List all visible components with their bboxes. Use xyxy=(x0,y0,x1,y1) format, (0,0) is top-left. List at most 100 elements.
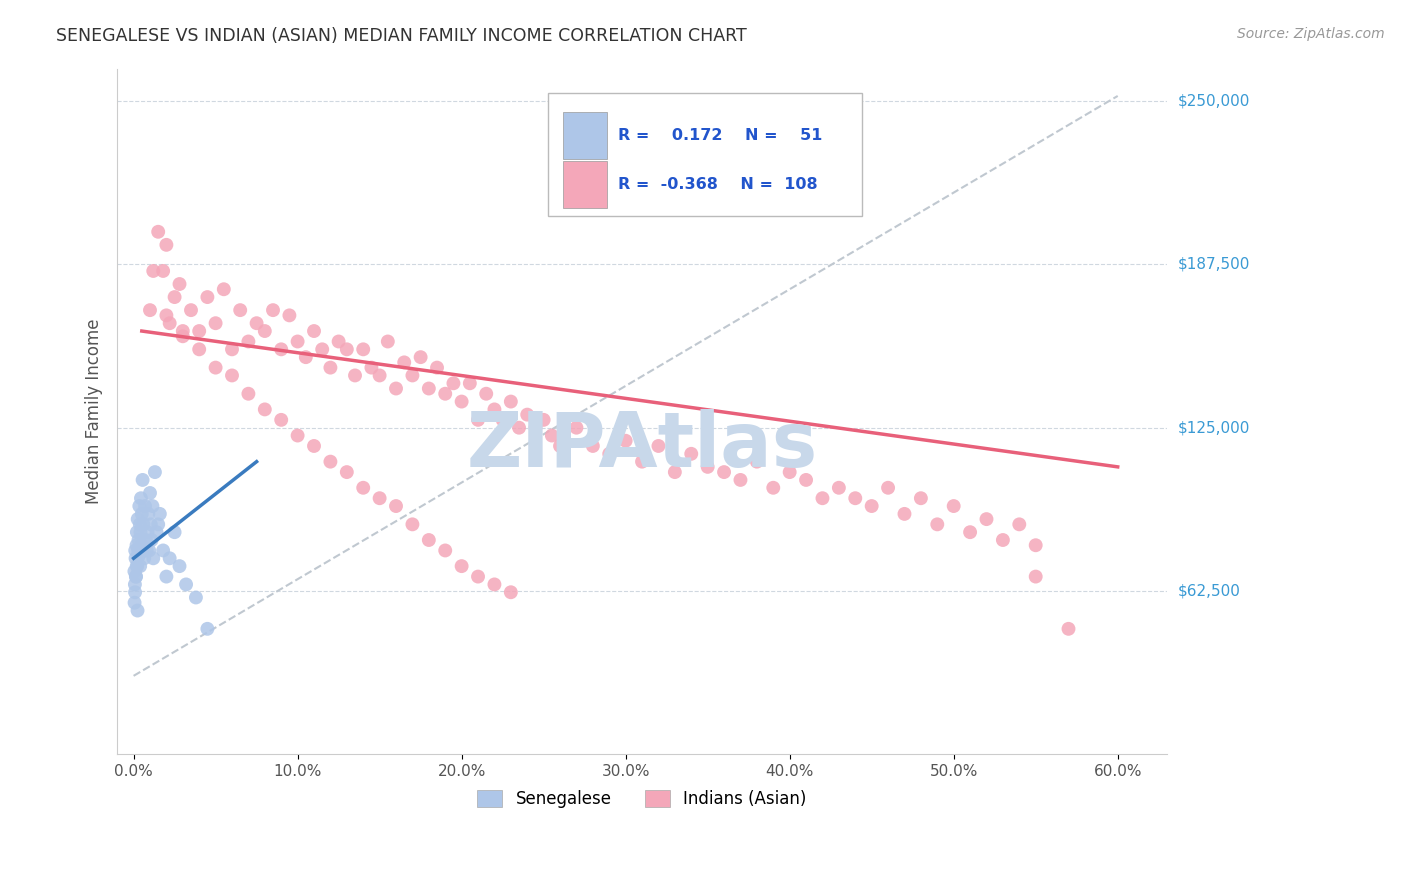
Point xyxy=(401,368,423,383)
Point xyxy=(159,316,181,330)
Point xyxy=(991,533,1014,547)
Point xyxy=(377,334,399,349)
Point xyxy=(149,507,172,521)
Text: Source: ZipAtlas.com: Source: ZipAtlas.com xyxy=(1237,27,1385,41)
Point xyxy=(124,543,146,558)
Point xyxy=(392,355,415,369)
Point xyxy=(336,465,359,479)
Point xyxy=(169,559,191,574)
Point xyxy=(401,517,423,532)
Text: R =  -0.368    N =  108: R = -0.368 N = 108 xyxy=(617,178,817,193)
Point xyxy=(484,402,506,417)
Point xyxy=(204,360,226,375)
Point xyxy=(129,525,152,540)
FancyBboxPatch shape xyxy=(564,161,607,209)
Point xyxy=(124,596,146,610)
Point xyxy=(152,264,174,278)
Point xyxy=(631,455,654,469)
Y-axis label: Median Family Income: Median Family Income xyxy=(86,318,103,504)
Text: ZIPAtlas: ZIPAtlas xyxy=(467,409,818,483)
Point xyxy=(212,282,235,296)
Point xyxy=(262,303,284,318)
Point xyxy=(426,360,449,375)
Point xyxy=(582,439,605,453)
Point xyxy=(143,465,166,479)
Point xyxy=(136,525,159,540)
Point xyxy=(418,533,440,547)
Point xyxy=(458,376,481,391)
Point xyxy=(762,481,785,495)
Point xyxy=(174,577,197,591)
Point xyxy=(148,517,170,532)
Point xyxy=(499,585,522,599)
Point xyxy=(1008,517,1031,532)
Point xyxy=(302,439,325,453)
Point xyxy=(278,309,301,323)
Point xyxy=(204,316,226,330)
Point xyxy=(844,491,866,506)
Point xyxy=(127,603,149,617)
Point xyxy=(253,324,276,338)
Point xyxy=(124,585,146,599)
Point xyxy=(163,290,186,304)
Point xyxy=(129,491,152,506)
Point xyxy=(877,481,900,495)
Text: SENEGALESE VS INDIAN (ASIAN) MEDIAN FAMILY INCOME CORRELATION CHART: SENEGALESE VS INDIAN (ASIAN) MEDIAN FAMI… xyxy=(56,27,747,45)
Point xyxy=(141,533,163,547)
Point xyxy=(976,512,998,526)
Point xyxy=(499,394,522,409)
Point xyxy=(352,481,374,495)
Point xyxy=(681,447,703,461)
Point xyxy=(385,499,408,513)
Point xyxy=(128,533,150,547)
Point xyxy=(125,538,148,552)
Point xyxy=(344,368,367,383)
Point xyxy=(139,303,162,318)
Point xyxy=(145,525,167,540)
Point xyxy=(125,525,148,540)
Point xyxy=(163,525,186,540)
Point xyxy=(125,569,148,583)
Point xyxy=(155,237,177,252)
Point xyxy=(409,350,432,364)
Point xyxy=(188,343,211,357)
Point xyxy=(368,368,391,383)
Point xyxy=(360,360,382,375)
Point xyxy=(142,551,165,566)
Point xyxy=(302,324,325,338)
Point xyxy=(516,408,538,422)
Point xyxy=(959,525,981,540)
Point xyxy=(467,413,489,427)
Point xyxy=(138,507,160,521)
Point xyxy=(434,543,457,558)
Point xyxy=(184,591,207,605)
Point xyxy=(893,507,915,521)
Point xyxy=(910,491,932,506)
Point xyxy=(484,577,506,591)
Text: $187,500: $187,500 xyxy=(1178,257,1250,272)
Point xyxy=(238,386,260,401)
Point xyxy=(508,420,530,434)
Point xyxy=(132,517,155,532)
Point xyxy=(287,334,309,349)
Point xyxy=(180,303,202,318)
Point xyxy=(491,413,513,427)
Point xyxy=(287,428,309,442)
Point xyxy=(548,439,571,453)
Point xyxy=(148,225,170,239)
Point xyxy=(128,499,150,513)
Point xyxy=(197,290,219,304)
Point xyxy=(811,491,834,506)
Point xyxy=(319,455,342,469)
Point xyxy=(139,517,162,532)
Point xyxy=(745,455,768,469)
Point xyxy=(128,549,150,563)
FancyBboxPatch shape xyxy=(547,93,862,216)
Point xyxy=(475,386,498,401)
Text: $125,000: $125,000 xyxy=(1178,420,1250,435)
Point xyxy=(127,543,149,558)
Point xyxy=(434,386,457,401)
Point xyxy=(295,350,318,364)
Point xyxy=(524,420,547,434)
Point xyxy=(125,559,148,574)
